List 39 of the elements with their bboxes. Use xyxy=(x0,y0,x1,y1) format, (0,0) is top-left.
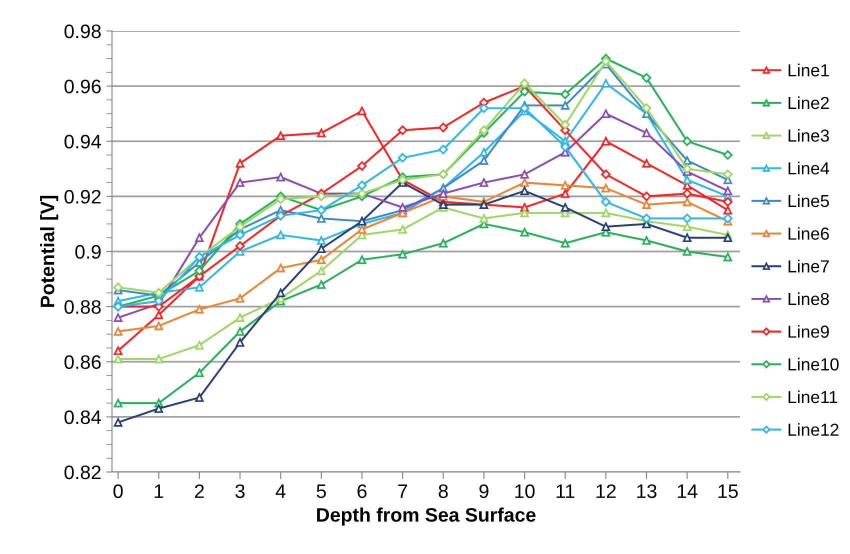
y-tick-label: 0.98 xyxy=(64,24,101,38)
x-tick-label: 9 xyxy=(479,484,488,498)
y-tick-label: 0.92 xyxy=(64,190,101,204)
legend-label: Line1 xyxy=(788,64,829,76)
legend-label: Line2 xyxy=(788,96,829,110)
legend-label: Line6 xyxy=(788,227,829,240)
legend-label: Line11 xyxy=(788,390,838,404)
x-tick-label: 8 xyxy=(438,484,448,498)
y-tick-label: 0.84 xyxy=(64,410,102,424)
x-tick-label: 2 xyxy=(194,484,204,498)
y-tick-label: 0.94 xyxy=(64,134,102,148)
y-tick-label: 0.9 xyxy=(75,244,101,259)
legend-label: Line5 xyxy=(788,194,829,208)
x-tick-label: 6 xyxy=(358,484,367,498)
x-tick-label: 15 xyxy=(718,484,738,498)
x-tick-label: 13 xyxy=(637,484,656,498)
legend-label: Line3 xyxy=(788,129,829,142)
x-axis-title: Depth from Sea Surface xyxy=(317,507,536,526)
y-tick-label: 0.86 xyxy=(64,355,101,369)
legend-label: Line4 xyxy=(788,162,830,174)
legend-label: Line7 xyxy=(788,260,829,272)
y-axis-title: Potential [V] xyxy=(40,196,58,307)
y-tick-label: 0.82 xyxy=(64,465,101,480)
x-tick-label: 5 xyxy=(316,484,326,498)
x-tick-label: 4 xyxy=(276,484,286,498)
legend-label: Line12 xyxy=(788,423,838,436)
x-tick-label: 7 xyxy=(398,484,408,498)
legend-label: Line10 xyxy=(788,358,839,371)
y-tick-label: 0.88 xyxy=(64,300,101,314)
x-tick-label: 11 xyxy=(556,484,574,498)
legend-label: Line8 xyxy=(788,292,829,306)
y-tick-label: 0.96 xyxy=(64,80,101,94)
legend-label: Line9 xyxy=(788,325,829,338)
x-tick-label: 10 xyxy=(515,484,535,498)
x-tick-label: 1 xyxy=(154,484,164,498)
x-tick-label: 14 xyxy=(678,484,698,498)
x-tick-label: 12 xyxy=(596,484,616,498)
x-tick-label: 3 xyxy=(235,484,245,498)
x-tick-label: 0 xyxy=(113,484,123,498)
